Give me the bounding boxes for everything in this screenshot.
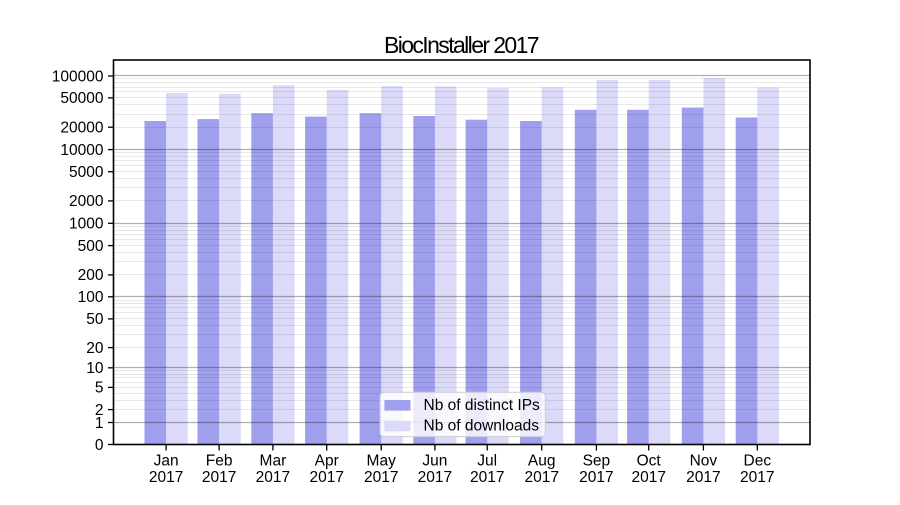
svg-text:2017: 2017 xyxy=(579,469,613,486)
svg-text:100000: 100000 xyxy=(52,68,104,85)
svg-text:2017: 2017 xyxy=(470,469,504,486)
svg-text:20000: 20000 xyxy=(60,120,103,137)
svg-text:2017: 2017 xyxy=(418,469,452,486)
svg-text:2017: 2017 xyxy=(364,469,398,486)
svg-text:Jan: Jan xyxy=(154,453,179,470)
svg-text:Jul: Jul xyxy=(477,453,497,470)
svg-text:50000: 50000 xyxy=(60,90,103,107)
svg-text:Aug: Aug xyxy=(528,453,556,470)
svg-text:2017: 2017 xyxy=(149,469,183,486)
svg-text:Sep: Sep xyxy=(583,453,611,470)
svg-text:2: 2 xyxy=(95,402,104,419)
svg-text:100: 100 xyxy=(78,289,104,306)
svg-text:Apr: Apr xyxy=(315,453,339,470)
svg-text:2017: 2017 xyxy=(256,469,290,486)
svg-text:Jun: Jun xyxy=(422,453,447,470)
svg-text:Oct: Oct xyxy=(637,453,662,470)
svg-text:2017: 2017 xyxy=(686,469,720,486)
svg-text:10000: 10000 xyxy=(60,142,103,159)
svg-text:2017: 2017 xyxy=(524,469,558,486)
svg-text:May: May xyxy=(367,453,397,470)
svg-text:2017: 2017 xyxy=(740,469,774,486)
svg-text:5000: 5000 xyxy=(69,164,104,181)
svg-text:Nb of downloads: Nb of downloads xyxy=(424,418,540,435)
svg-text:10: 10 xyxy=(86,360,104,377)
svg-text:Nov: Nov xyxy=(690,453,718,470)
svg-text:20: 20 xyxy=(86,340,104,357)
svg-text:2017: 2017 xyxy=(202,469,236,486)
svg-text:Mar: Mar xyxy=(260,453,287,470)
svg-text:1: 1 xyxy=(95,415,104,432)
svg-text:Nb of distinct IPs: Nb of distinct IPs xyxy=(424,397,541,414)
svg-text:5: 5 xyxy=(95,380,104,397)
svg-text:Dec: Dec xyxy=(744,453,772,470)
svg-text:BiocInstaller 2017: BiocInstaller 2017 xyxy=(384,32,539,58)
svg-text:0: 0 xyxy=(95,437,104,454)
svg-text:1000: 1000 xyxy=(69,216,104,233)
svg-text:2017: 2017 xyxy=(309,469,343,486)
svg-text:2017: 2017 xyxy=(631,469,665,486)
svg-text:Feb: Feb xyxy=(206,453,233,470)
svg-text:200: 200 xyxy=(78,267,104,284)
svg-text:50: 50 xyxy=(86,311,104,328)
svg-text:2000: 2000 xyxy=(69,193,104,210)
svg-text:500: 500 xyxy=(78,238,104,255)
